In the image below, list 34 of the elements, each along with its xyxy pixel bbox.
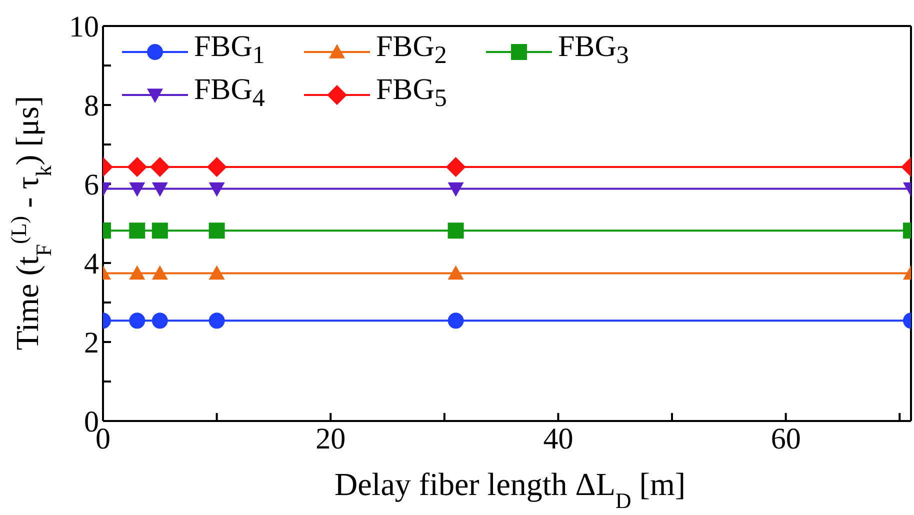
point bbox=[208, 265, 225, 280]
point bbox=[129, 222, 146, 239]
point bbox=[152, 222, 168, 239]
point bbox=[208, 222, 225, 239]
legend-label: FBG$_{5}$ bbox=[376, 73, 447, 112]
y-tick-label: 10 bbox=[69, 10, 99, 44]
legend-label: FBG$_{1}$ bbox=[194, 30, 265, 69]
point bbox=[129, 265, 146, 280]
point bbox=[129, 182, 146, 197]
point bbox=[448, 222, 464, 239]
point bbox=[208, 182, 225, 197]
point bbox=[127, 157, 148, 178]
point bbox=[448, 182, 464, 197]
x-tick-label: 60 bbox=[770, 422, 801, 456]
point bbox=[152, 312, 168, 329]
y-tick-label: 2 bbox=[84, 326, 99, 360]
point bbox=[448, 265, 464, 280]
point bbox=[208, 312, 225, 329]
point bbox=[129, 312, 146, 329]
y-tick-label: 6 bbox=[84, 168, 99, 202]
point bbox=[446, 157, 466, 178]
point bbox=[448, 312, 464, 329]
point bbox=[152, 182, 168, 197]
x-tick-label: 20 bbox=[316, 422, 346, 456]
point bbox=[150, 157, 170, 178]
x-axis-title: Delay fiber length ΔL$_{D}$ [m] bbox=[334, 466, 686, 512]
legend-label: FBG$_{2}$ bbox=[376, 30, 447, 69]
point bbox=[206, 157, 227, 178]
legend-label: FBG$_{3}$ bbox=[558, 30, 629, 69]
legend-label: FBG$_{4}$ bbox=[194, 73, 265, 112]
y-tick-label: 4 bbox=[84, 248, 99, 281]
x-tick-label: 40 bbox=[543, 422, 574, 456]
y-tick-label: 8 bbox=[84, 90, 99, 123]
point bbox=[152, 265, 168, 280]
